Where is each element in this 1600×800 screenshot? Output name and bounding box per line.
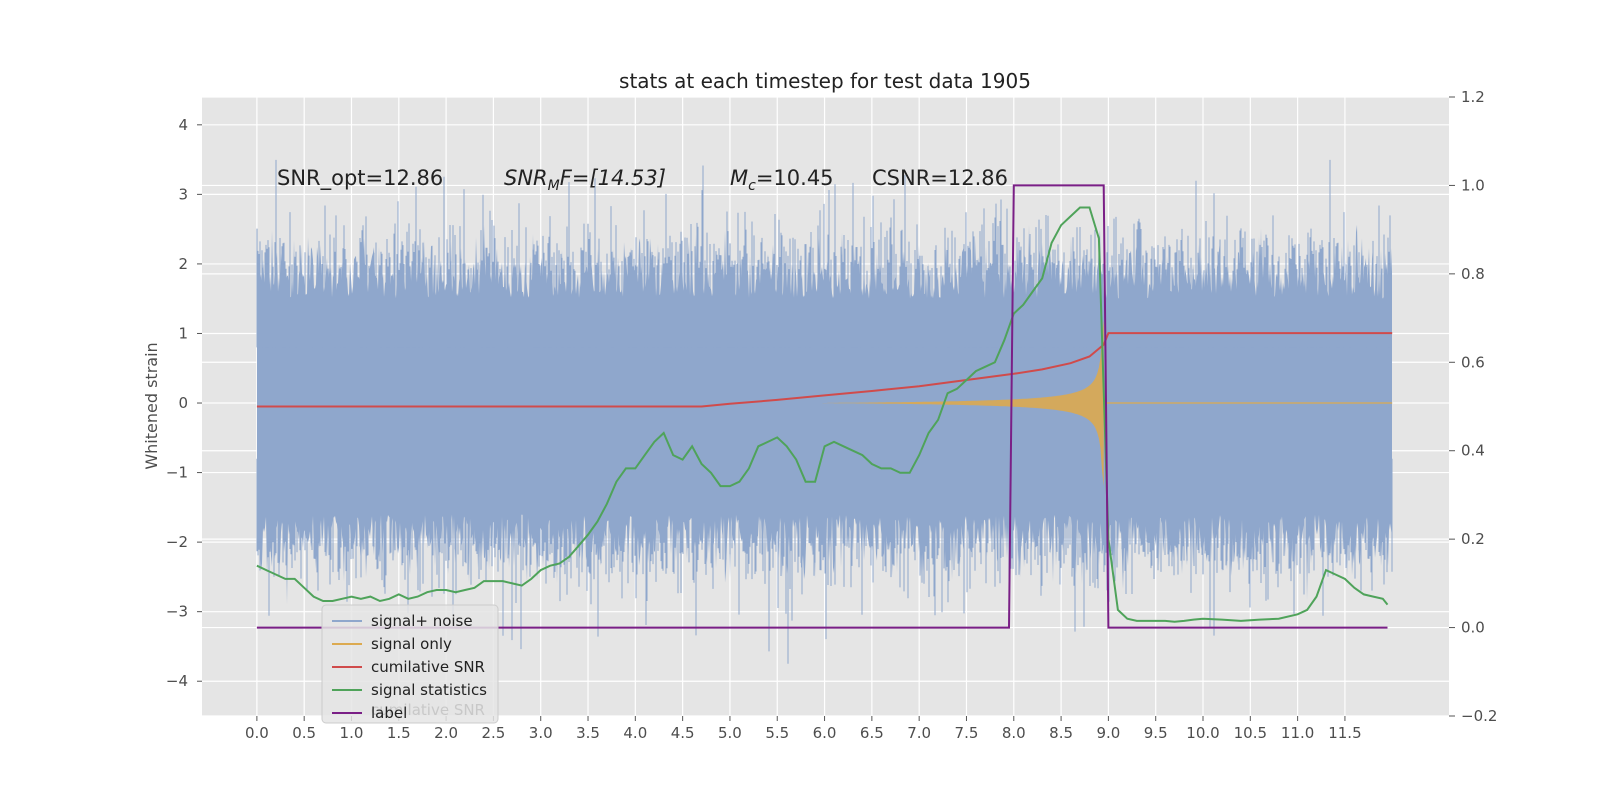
annotation-snr-mf: SNRMF=[14.53] [504,166,666,194]
annotations: SNR_opt=12.86 SNRMF=[14.53] Mc=10.45 CSN… [277,166,1008,194]
y2-tick-label: 0.6 [1461,353,1485,371]
legend: cumilative SNR signal+ noise signal only c… [321,604,499,724]
annotation-snr-opt: SNR_opt=12.86 [277,166,443,191]
y-axis-right: 1.2 1.0 0.8 0.6 0.4 0.2 0.0 −0.2 [1449,88,1497,725]
legend-box [321,604,499,724]
x-tick-label: 7.0 [907,724,931,742]
y2-tick-label: 1.2 [1461,88,1485,106]
x-tick-label: 3.0 [529,724,553,742]
x-tick-label: 8.0 [1002,724,1026,742]
annotation-csnr: CSNR=12.86 [872,166,1008,190]
y-tick-label: 1 [178,324,188,342]
x-tick-label: 1.0 [340,724,364,742]
legend-label: signal statistics [371,681,487,699]
y-tick-label: 3 [178,185,188,203]
y-tick-label: 4 [178,116,188,134]
y2-tick-label: 0.0 [1461,619,1485,637]
y-tick-label: −2 [166,533,188,551]
legend-ghost-text: cumilative SNR [371,701,485,719]
x-tick-label: 6.5 [860,724,884,742]
y2-tick-label: 0.4 [1461,442,1485,460]
y-tick-label: −3 [166,603,188,621]
x-tick-label: 9.5 [1144,724,1168,742]
series-signal-only [692,320,1104,486]
x-tick-label: 3.5 [576,724,600,742]
y-tick-label: −1 [166,464,188,482]
x-tick-label: 4.0 [623,724,647,742]
legend-label: label [371,704,407,722]
x-tick-label: 4.5 [671,724,695,742]
series-signal-noise-spikes [256,159,1393,664]
x-tick-label: 2.5 [481,724,505,742]
x-tick-label: 6.0 [813,724,837,742]
x-tick-label: 10.0 [1186,724,1219,742]
plot-area [256,159,1393,664]
x-tick-label: 5.0 [718,724,742,742]
x-tick-label: 8.5 [1049,724,1073,742]
annotation-mc: Mc=10.45 [730,166,834,194]
y2-tick-label: −0.2 [1461,707,1497,725]
y-axis-label: Whitened strain [142,342,161,469]
series-signal-statistics [256,206,1389,623]
y2-tick-label: 0.8 [1461,265,1485,283]
x-tick-label: 0.0 [245,724,269,742]
x-tick-label: 1.5 [387,724,411,742]
x-tick-label: 7.5 [955,724,979,742]
y2-tick-label: 0.2 [1461,530,1485,548]
y-tick-label: −4 [166,672,188,690]
x-tick-label: 11.5 [1328,724,1361,742]
series-label [256,184,1388,629]
legend-label: cumilative SNR [371,658,485,676]
legend-label: signal only [371,635,452,653]
y-tick-label: 0 [178,394,188,412]
x-tick-label: 2.0 [434,724,458,742]
x-tick-label: 0.5 [292,724,316,742]
legend-label: signal+ noise [371,612,473,630]
x-tick-label: 11.0 [1281,724,1314,742]
chart-title: stats at each timestep for test data 190… [619,69,1031,93]
y-axis-left: 4 3 2 1 0 −1 −2 −3 −4 [166,116,202,690]
x-tick-label: 10.5 [1234,724,1267,742]
x-tick-label: 9.0 [1096,724,1120,742]
y-tick-label: 2 [178,255,188,273]
x-axis: 0.0 0.5 1.0 1.5 2.0 2.5 3.0 3.5 4.0 4.5 5.0 5.5 6.0 6… [245,716,1362,742]
y2-tick-label: 1.0 [1461,176,1485,194]
x-tick-label: 5.5 [765,724,789,742]
